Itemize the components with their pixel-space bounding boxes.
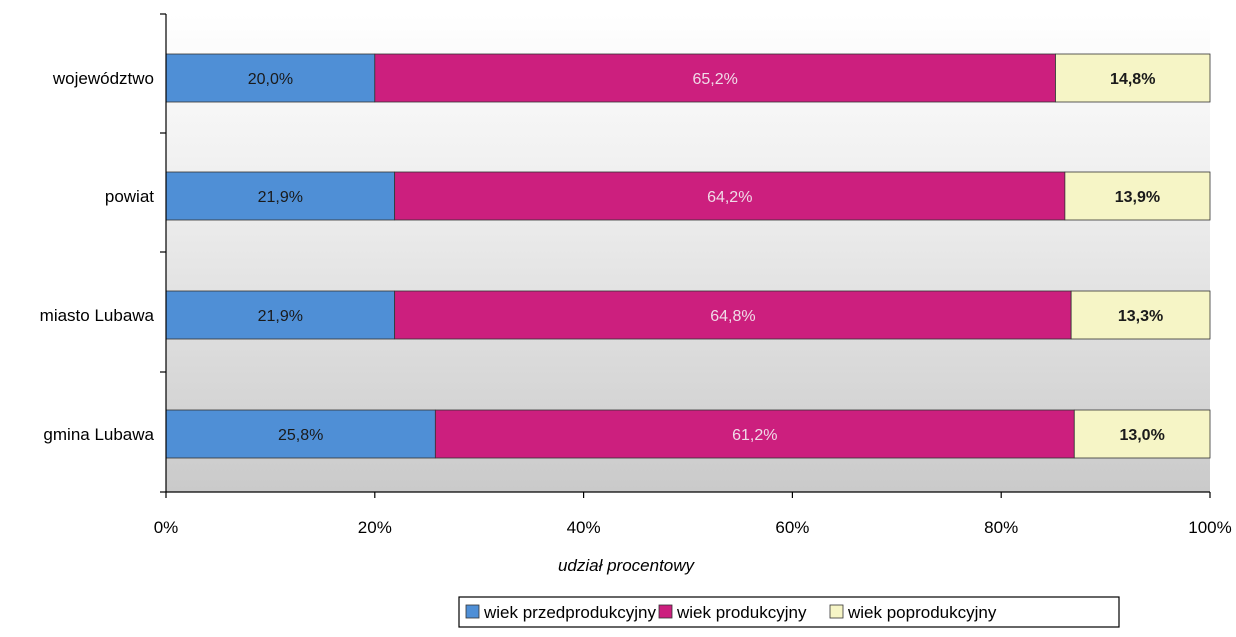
legend-label: wiek poprodukcyjny [847, 603, 997, 622]
data-label: 61,2% [732, 427, 777, 444]
bar-segment [165, 171, 396, 221]
bar-segment [1055, 53, 1211, 103]
x-tick-label: 80% [984, 518, 1018, 537]
legend [458, 596, 1120, 628]
legend-label: wiek przedprodukcyjny [483, 603, 656, 622]
bar-segment [165, 409, 436, 459]
data-label: 14,8% [1110, 71, 1155, 88]
x-tick-label: 20% [358, 518, 392, 537]
data-label: 13,9% [1115, 189, 1160, 206]
data-label: 21,9% [258, 189, 303, 206]
category-label: gmina Lubawa [43, 425, 154, 444]
data-label: 65,2% [692, 71, 737, 88]
legend-swatch [658, 604, 673, 619]
bar-segment [1073, 409, 1211, 459]
category-label: województwo [52, 69, 154, 88]
x-tick-label: 60% [775, 518, 809, 537]
data-label: 64,2% [707, 189, 752, 206]
category-label: powiat [105, 187, 154, 206]
category-label: miasto Lubawa [40, 306, 155, 325]
bar-segment [1064, 171, 1211, 221]
bar-segment [434, 409, 1075, 459]
data-label: 20,0% [248, 71, 293, 88]
bar-segment [1070, 290, 1211, 340]
bar-segment [394, 171, 1066, 221]
data-label: 13,0% [1119, 427, 1164, 444]
legend-swatch [829, 604, 844, 619]
legend-swatch [465, 604, 480, 619]
data-label: 25,8% [278, 427, 323, 444]
data-label: 21,9% [258, 308, 303, 325]
data-label: 13,3% [1118, 308, 1163, 325]
data-label: 64,8% [710, 308, 755, 325]
bar-segment [374, 53, 1056, 103]
x-tick-label: 0% [154, 518, 179, 537]
legend-label: wiek produkcyjny [676, 603, 807, 622]
x-tick-label: 100% [1188, 518, 1231, 537]
x-axis-title: udział procentowy [558, 556, 696, 575]
bar-segment [165, 290, 396, 340]
x-tick-label: 40% [567, 518, 601, 537]
bar-segment [165, 53, 376, 103]
bar-segment [394, 290, 1072, 340]
